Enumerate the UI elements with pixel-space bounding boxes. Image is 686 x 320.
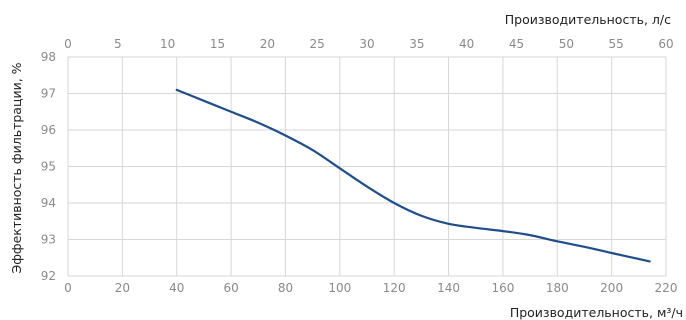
- top-x-tick-label: 40: [459, 37, 474, 51]
- top-x-tick-label: 35: [409, 37, 424, 51]
- y-tick-label: 94: [41, 196, 56, 210]
- top-x-tick-label: 0: [64, 37, 72, 51]
- plot-border: [67, 56, 667, 277]
- y-tick-label: 93: [41, 233, 56, 247]
- y-axis-label: Эффективность фильтрации, %: [9, 62, 24, 273]
- top-x-tick-label: 20: [260, 37, 275, 51]
- x-tick-label: 80: [278, 281, 293, 295]
- top-x-axis-label: Производительность, л/с: [505, 12, 671, 27]
- top-x-tick-label: 45: [509, 37, 524, 51]
- x-tick-label: 0: [64, 281, 72, 295]
- top-x-tick-label: 15: [210, 37, 225, 51]
- x-tick-label: 140: [437, 281, 460, 295]
- top-x-tick-label: 25: [310, 37, 325, 51]
- top-x-tick-label: 50: [559, 37, 574, 51]
- y-axis-ticks: 92 93 94 95 96 97 98: [41, 50, 56, 283]
- x-tick-label: 160: [491, 281, 514, 295]
- top-axis-ticks: 0 5 10 15 20 25 30 35 40 45 50 55 60: [64, 37, 673, 51]
- x-tick-label: 200: [600, 281, 623, 295]
- x-tick-label: 20: [115, 281, 130, 295]
- y-tick-label: 95: [41, 160, 56, 174]
- grid-layer: [67, 56, 667, 277]
- top-x-tick-label: 5: [114, 37, 122, 51]
- top-x-tick-label: 55: [609, 37, 624, 51]
- top-x-tick-label: 10: [160, 37, 175, 51]
- x-tick-label: 180: [546, 281, 569, 295]
- x-tick-label: 220: [655, 281, 678, 295]
- y-tick-label: 98: [41, 50, 56, 64]
- bottom-axis-ticks: 0 20 40 60 80 100 120 140 160 180 200 220: [64, 281, 677, 295]
- top-x-tick-label: 60: [658, 37, 673, 51]
- plot-frame: [67, 56, 667, 277]
- x-axis-label: Производительность, м³/ч: [510, 305, 683, 320]
- x-tick-label: 120: [383, 281, 406, 295]
- x-tick-label: 40: [169, 281, 184, 295]
- series-layer: [175, 88, 651, 263]
- top-x-tick-label: 30: [359, 37, 374, 51]
- x-tick-label: 60: [223, 281, 238, 295]
- y-tick-label: 97: [41, 87, 56, 101]
- y-tick-label: 96: [41, 123, 56, 137]
- efficiency-curve: [175, 88, 651, 263]
- y-tick-label: 92: [41, 269, 56, 283]
- x-tick-label: 100: [328, 281, 351, 295]
